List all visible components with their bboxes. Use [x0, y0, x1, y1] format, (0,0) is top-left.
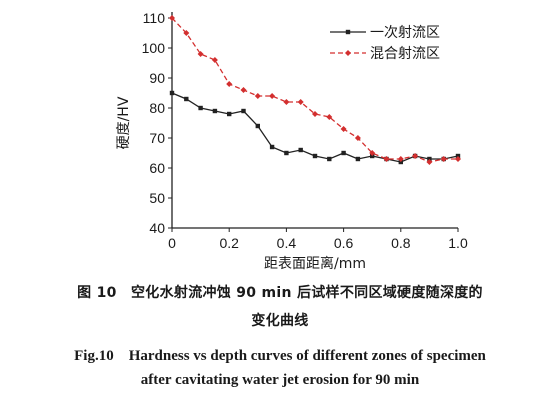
axes-layer: 0 0.2 0.4 0.6 0.8 1.0 40 50 60 70 80 90 100 110 距表面距离/…: [116, 10, 468, 272]
legend-marker: [345, 29, 351, 35]
y-axis-title: 硬度/HV: [116, 96, 132, 149]
data-point: [340, 126, 347, 132]
data-point: [312, 111, 318, 117]
series-1: [169, 90, 461, 165]
x-tick-label: 0.6: [334, 235, 354, 251]
data-point: [298, 147, 303, 153]
caption-zh-line-2: 变化曲线: [251, 313, 309, 329]
data-point: [326, 114, 333, 120]
legend-marker: [345, 50, 351, 56]
data-point: [227, 111, 232, 117]
data-point: [440, 156, 447, 162]
series-2: [169, 15, 461, 165]
data-point: [269, 93, 276, 99]
data-point: [312, 153, 318, 159]
data-point: [241, 108, 246, 114]
y-tick-label: 80: [149, 100, 165, 116]
legend-label: 一次射流区: [370, 25, 440, 41]
legend-label: 混合射流区: [370, 46, 440, 62]
data-point: [169, 15, 175, 21]
x-tick-label: 1.0: [448, 235, 468, 251]
caption-en-line-1: Fig.10 Hardness vs depth curves of diffe…: [74, 348, 486, 364]
data-point: [240, 87, 247, 93]
data-point: [254, 93, 261, 99]
data-point: [341, 150, 346, 156]
data-point: [355, 156, 361, 162]
y-tick-label: 50: [149, 190, 165, 206]
data-point: [226, 81, 233, 87]
data-point: [455, 156, 461, 162]
hardness-chart: 0 0.2 0.4 0.6 0.8 1.0 40 50 60 70 80 90 100 110 距表面距离/…: [116, 10, 468, 272]
y-tick-label: 90: [149, 70, 165, 86]
data-point: [197, 51, 204, 57]
data-point: [169, 90, 175, 96]
data-point: [198, 105, 203, 111]
data-point: [426, 159, 433, 165]
x-axis-title: 距表面距离/mm: [264, 255, 366, 272]
data-point: [397, 156, 404, 162]
data-point: [183, 30, 190, 36]
y-tick-label: 70: [149, 130, 165, 146]
caption-en-line-2: after cavitating water jet erosion for 9…: [140, 372, 420, 388]
x-tick-label: 0.2: [219, 235, 239, 251]
data-point: [412, 153, 419, 159]
data-point: [211, 57, 218, 63]
data-point: [369, 150, 376, 156]
caption-zh-line-1: 图 10 空化水射流冲蚀 90 min 后试样不同区域硬度随深度的: [77, 285, 483, 301]
data-point: [283, 99, 290, 105]
y-tick-label: 40: [149, 220, 165, 236]
series-layer: [169, 15, 461, 165]
data-point: [427, 156, 432, 162]
data-point: [327, 156, 332, 162]
x-tick-label: 0.4: [277, 235, 297, 251]
series-1-line: [171, 92, 459, 163]
y-tick-label: 110: [143, 10, 166, 26]
data-point: [255, 123, 260, 129]
data-point: [212, 108, 218, 114]
data-point: [269, 144, 275, 150]
x-tick-label: 0.8: [391, 235, 411, 251]
data-point: [297, 99, 304, 105]
data-point: [383, 156, 390, 162]
y-tick-label: 100: [142, 40, 166, 56]
y-tick-label: 60: [149, 160, 165, 176]
x-tick-label: 0: [168, 235, 176, 251]
data-point: [354, 135, 361, 141]
data-point: [184, 96, 189, 102]
data-point: [284, 150, 289, 156]
